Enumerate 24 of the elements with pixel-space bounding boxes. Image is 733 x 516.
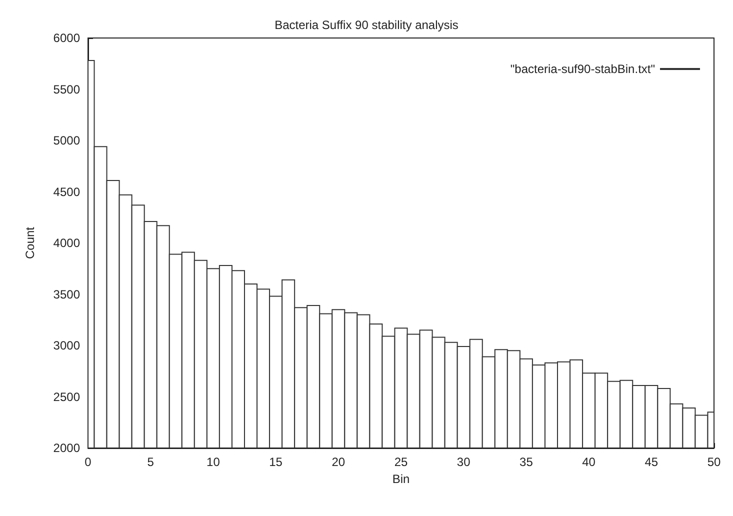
y-tick-label: 4500 (53, 184, 80, 199)
x-tick-label: 45 (644, 455, 658, 469)
y-axis-title: Count (23, 226, 37, 260)
y-tick-label: 3000 (53, 338, 80, 352)
x-tick-label: 15 (269, 455, 283, 469)
x-tick-label: 30 (456, 455, 471, 469)
y-tick-label: 5000 (53, 134, 80, 148)
y-tick-label: 2000 (53, 441, 80, 455)
x-tick-label: 50 (707, 455, 721, 469)
x-tick-label: 25 (394, 455, 408, 469)
x-tick-label: 35 (520, 455, 534, 469)
x-tick-label: 10 (206, 455, 220, 469)
y-tick-label: 2500 (53, 390, 80, 404)
x-tick-label: 5 (147, 455, 154, 469)
x-tick-label: 40 (582, 455, 596, 469)
x-tick-label: 0 (84, 455, 92, 469)
chart-title: Bacteria Suffix 90 stability analysis (274, 18, 458, 32)
x-tick-label: 20 (332, 455, 346, 469)
y-tick-label: 4000 (53, 236, 80, 250)
y-tick-label: 3500 (53, 287, 80, 302)
y-tick-label: 6000 (53, 31, 80, 45)
legend-label: "bacteria-suf90-stabBin.txt" (510, 62, 655, 76)
y-tick-label: 5500 (53, 82, 80, 96)
x-axis-title: Bin (392, 472, 410, 486)
